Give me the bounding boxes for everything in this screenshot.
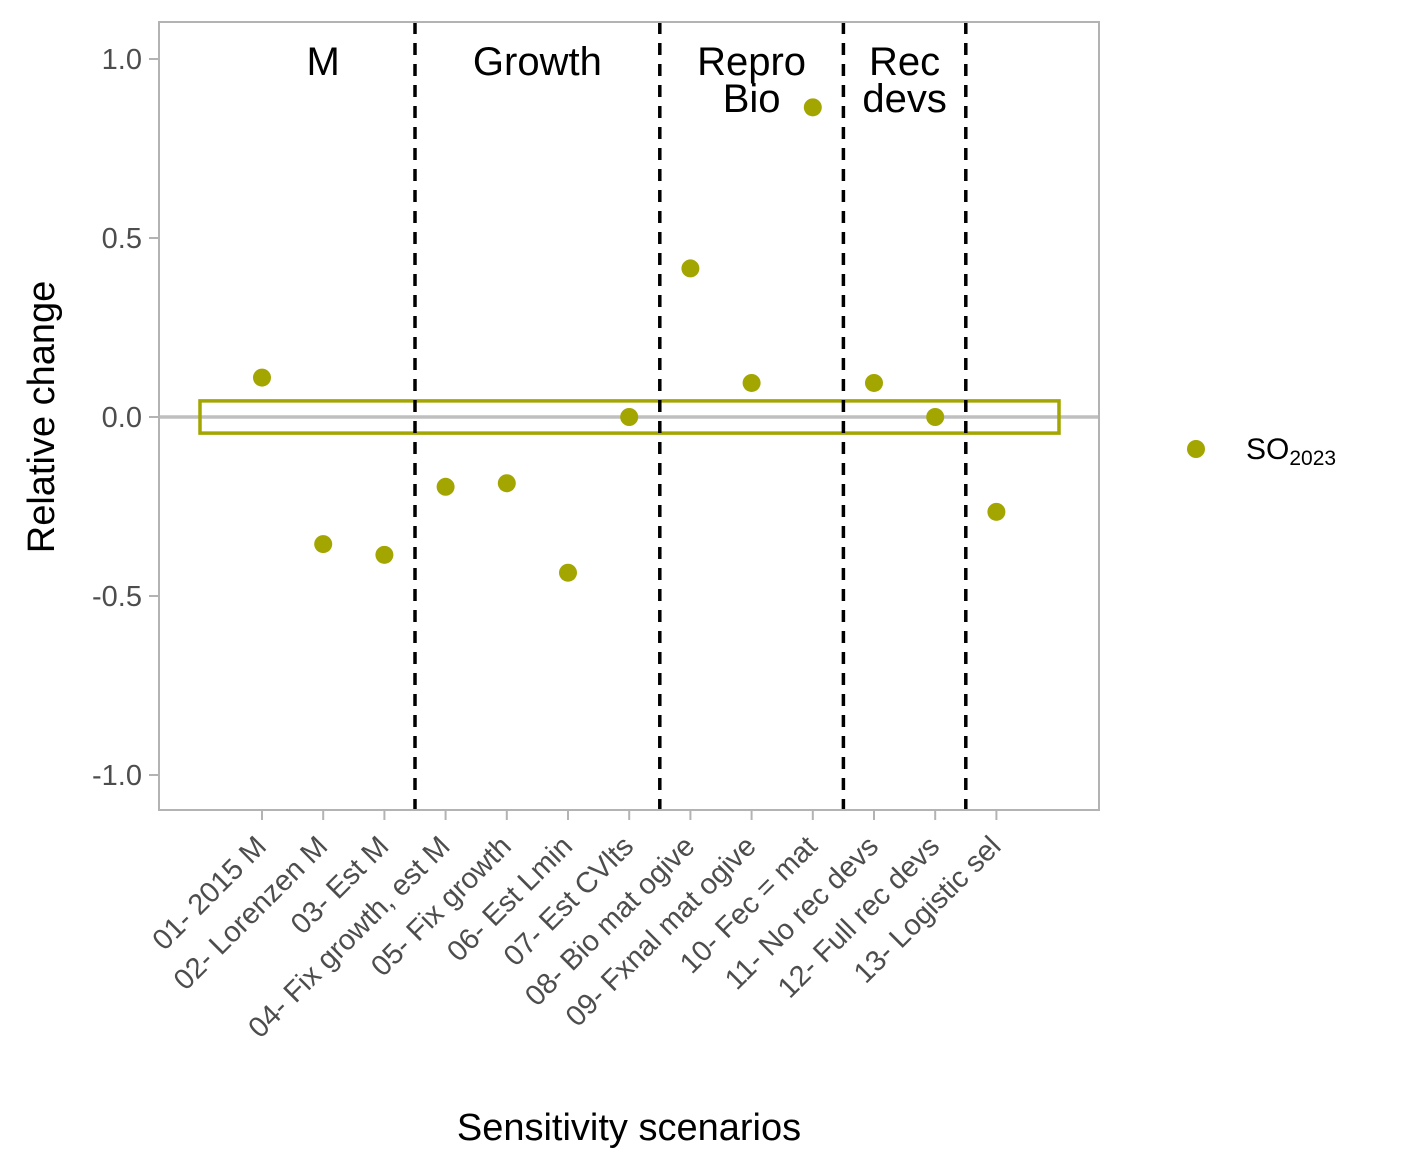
data-point: [253, 368, 271, 387]
data-point: [559, 563, 577, 582]
x-axis-title: Sensitivity scenarios: [457, 1107, 801, 1149]
group-label: devs: [862, 77, 947, 121]
data-point: [497, 474, 516, 493]
y-tick-label: -0.5: [92, 581, 142, 613]
reference-band-box: [198, 399, 1061, 435]
data-point: [436, 477, 455, 496]
legend-series-subscript: 2023: [1289, 447, 1336, 470]
group-label: Growth: [473, 40, 602, 84]
y-axis-title: Relative change: [21, 281, 63, 554]
y-tick-label: 0.0: [102, 402, 142, 434]
data-point: [926, 408, 945, 426]
legend-key-so2023: [1187, 440, 1205, 458]
legend-label: SO2023: [1246, 433, 1336, 470]
group-label: M: [307, 40, 340, 84]
group-label: Bio: [723, 77, 781, 121]
data-point: [865, 373, 883, 392]
plot-area: M Growth ReproBioRecdevs1.00.50.0-0.5-1.00…: [92, 21, 1100, 1044]
y-tick-label: 0.5: [102, 223, 142, 255]
data-point: [742, 373, 761, 392]
data-point: [375, 545, 394, 564]
legend-series-name: SO: [1246, 433, 1289, 466]
group-label: Rec: [869, 40, 940, 84]
legend: SO2023: [1187, 433, 1336, 470]
group-label: Repro: [697, 40, 806, 84]
data-point: [803, 98, 822, 117]
data-point: [681, 259, 700, 278]
y-tick-label: -1.0: [92, 760, 142, 792]
data-point: [620, 408, 639, 426]
data-point: [314, 535, 333, 554]
data-point: [987, 502, 1006, 521]
y-tick-label: 1.0: [102, 44, 142, 76]
